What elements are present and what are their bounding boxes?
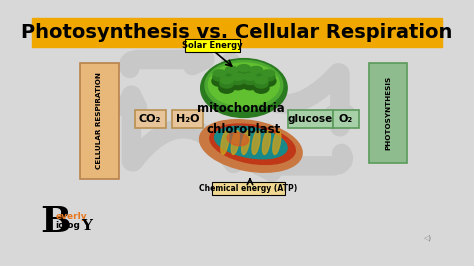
- FancyBboxPatch shape: [289, 110, 333, 128]
- Text: everly: everly: [55, 211, 87, 221]
- Ellipse shape: [219, 83, 235, 93]
- Ellipse shape: [243, 76, 257, 85]
- Ellipse shape: [242, 131, 250, 155]
- Text: mitochondria: mitochondria: [197, 102, 284, 115]
- Ellipse shape: [260, 76, 276, 86]
- Ellipse shape: [209, 63, 279, 106]
- Ellipse shape: [249, 69, 263, 78]
- Ellipse shape: [227, 132, 248, 146]
- Text: PHOTOSYNTHESIS: PHOTOSYNTHESIS: [385, 76, 392, 150]
- FancyArrowPatch shape: [129, 61, 132, 69]
- Ellipse shape: [254, 79, 268, 88]
- Ellipse shape: [263, 131, 270, 155]
- FancyBboxPatch shape: [212, 182, 284, 195]
- Ellipse shape: [213, 70, 226, 77]
- Text: CELLULAR RESPIRATION: CELLULAR RESPIRATION: [97, 72, 102, 169]
- Ellipse shape: [213, 72, 227, 81]
- Ellipse shape: [244, 73, 256, 80]
- Text: glucose: glucose: [288, 114, 333, 124]
- Text: H₂O: H₂O: [175, 114, 199, 124]
- Ellipse shape: [236, 71, 252, 81]
- Ellipse shape: [210, 124, 295, 164]
- Ellipse shape: [224, 72, 239, 83]
- Ellipse shape: [237, 65, 250, 72]
- FancyArrowPatch shape: [133, 129, 234, 164]
- FancyBboxPatch shape: [172, 110, 203, 128]
- Text: B: B: [41, 205, 71, 239]
- Ellipse shape: [230, 79, 246, 90]
- Text: Chemical energy (ATP): Chemical energy (ATP): [199, 184, 297, 193]
- FancyBboxPatch shape: [185, 39, 240, 52]
- Text: ◁): ◁): [424, 234, 432, 241]
- Ellipse shape: [249, 66, 263, 73]
- Ellipse shape: [212, 76, 228, 86]
- Text: CO₂: CO₂: [139, 114, 161, 124]
- Ellipse shape: [273, 131, 281, 155]
- Text: iolog: iolog: [55, 221, 80, 230]
- Ellipse shape: [254, 83, 269, 93]
- FancyBboxPatch shape: [81, 63, 118, 179]
- Ellipse shape: [255, 77, 268, 84]
- Ellipse shape: [252, 131, 260, 155]
- Ellipse shape: [220, 77, 233, 84]
- Text: Solar Energy: Solar Energy: [182, 41, 243, 50]
- Text: O₂: O₂: [339, 114, 353, 124]
- FancyBboxPatch shape: [135, 110, 165, 128]
- Ellipse shape: [261, 72, 275, 81]
- Ellipse shape: [237, 67, 251, 76]
- FancyBboxPatch shape: [369, 63, 407, 163]
- FancyArrowPatch shape: [339, 153, 344, 165]
- Ellipse shape: [248, 72, 264, 83]
- Text: Photosynthesis vs. Cellular Respiration: Photosynthesis vs. Cellular Respiration: [21, 23, 453, 42]
- Ellipse shape: [205, 60, 283, 110]
- Text: Y: Y: [82, 219, 92, 232]
- Ellipse shape: [201, 59, 287, 117]
- FancyArrowPatch shape: [231, 62, 338, 104]
- Ellipse shape: [225, 66, 238, 73]
- Ellipse shape: [215, 126, 287, 159]
- Ellipse shape: [262, 70, 274, 77]
- Ellipse shape: [231, 76, 245, 85]
- Ellipse shape: [231, 73, 245, 80]
- Bar: [32, 18, 442, 47]
- FancyBboxPatch shape: [333, 110, 358, 128]
- Text: chloroplast: chloroplast: [207, 123, 281, 136]
- Ellipse shape: [221, 131, 229, 155]
- Ellipse shape: [200, 120, 302, 172]
- Ellipse shape: [220, 79, 234, 88]
- Ellipse shape: [225, 69, 239, 78]
- Ellipse shape: [242, 79, 258, 90]
- Ellipse shape: [231, 131, 239, 155]
